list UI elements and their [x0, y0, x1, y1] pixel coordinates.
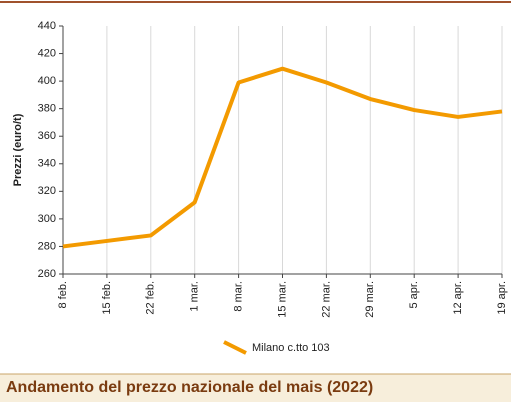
legend-swatch: [223, 340, 247, 355]
x-tick-label: 29 mar.: [364, 281, 376, 318]
x-tick-label: 1 mar.: [189, 281, 201, 312]
x-tick-label: 22 feb.: [145, 281, 157, 315]
y-tick-label: 320: [38, 185, 56, 197]
x-tick-label: 15 mar.: [276, 281, 288, 318]
y-tick-label: 400: [38, 75, 56, 87]
y-tick-label: 420: [38, 47, 56, 59]
x-tick-label: 8 mar.: [233, 281, 245, 312]
series-line: [62, 66, 503, 249]
x-tick-label: 19 apr.: [496, 281, 508, 315]
y-tick-label: 300: [38, 213, 56, 225]
x-tick-label: 5 apr.: [408, 281, 420, 309]
legend-label: Milano c.tto 103: [252, 342, 330, 354]
y-tick-label: 340: [38, 158, 56, 170]
footer-bg: [0, 374, 511, 402]
y-tick-label: 260: [38, 268, 56, 280]
y-axis-label: Prezzi (euro/t): [12, 113, 24, 186]
y-tick-label: 360: [38, 130, 56, 142]
y-tick-label: 280: [38, 240, 56, 252]
x-tick-label: 22 mar.: [320, 281, 332, 318]
x-tick-label: 15 feb.: [101, 281, 113, 315]
x-tick-label: 12 apr.: [452, 281, 464, 315]
chart-title: Andamento del prezzo nazionale del mais …: [6, 379, 373, 396]
y-tick-label: 380: [38, 103, 56, 115]
x-tick-label: 8 feb.: [57, 281, 69, 309]
y-tick-label: 440: [38, 20, 56, 32]
